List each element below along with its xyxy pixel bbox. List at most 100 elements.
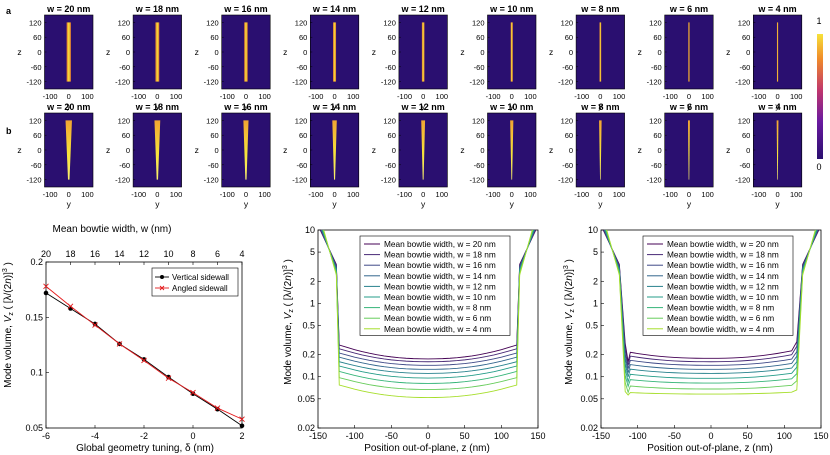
profile-line	[606, 229, 816, 396]
x-tick-label: 100	[613, 190, 626, 199]
y-tick-label: 60	[653, 33, 661, 42]
x-tick-label: 0	[67, 92, 71, 101]
data-point	[166, 374, 171, 380]
x-tick-label: 100	[436, 92, 449, 101]
heatmap-title: w = 20 nm	[46, 4, 90, 14]
heatmap-ylabel: z	[460, 47, 464, 57]
legend-label: Mean bowtie width, w = 10 nm	[384, 292, 496, 302]
x-tick-label: 0	[425, 431, 430, 441]
data-point	[214, 405, 221, 411]
panel-e-ylabel: Mode volume, Vz ( [λ/(2n)]3 )	[563, 259, 576, 385]
y-tick-label: 0.05	[297, 394, 315, 404]
y-tick-label: -60	[119, 63, 130, 72]
colorbar-min-label: 0	[816, 162, 821, 172]
field-hotspot	[599, 120, 602, 180]
x-tick-label: 50	[460, 431, 470, 441]
x-tick-label: 0	[510, 190, 514, 199]
legend-label: Mean bowtie width, w = 20 nm	[667, 239, 779, 249]
y-tick-label: -60	[739, 161, 750, 170]
x-tick-label: 100	[258, 190, 271, 199]
y-tick-label: 0.2	[585, 350, 598, 360]
y-tick-label: -120	[115, 78, 130, 87]
y-tick-label: 120	[472, 18, 485, 27]
y-tick-label: 60	[742, 33, 750, 42]
y-tick-label: 0	[303, 146, 307, 155]
x-tick-label: -100	[131, 190, 146, 199]
panel-e-xlabel: Position out-of-plane, z (nm)	[647, 443, 773, 454]
field-hotspot	[776, 22, 779, 82]
y-tick-label: -60	[739, 63, 750, 72]
heatmap-panel: w = 8 nm 120 60 0 -60 -120-100 0 100 y z	[549, 4, 625, 111]
profile-line	[321, 229, 535, 370]
profile-line	[603, 229, 819, 366]
y-tick-label: 0.1	[30, 368, 43, 378]
y-tick-label: 0	[37, 146, 41, 155]
x-tick-label: -100	[308, 190, 323, 199]
y-tick-label: -60	[562, 63, 573, 72]
legend-label: Mean bowtie width, w = 18 nm	[667, 250, 779, 260]
heatmap-title: w = 12 nm	[401, 4, 445, 14]
x-tick-label: 0	[190, 431, 195, 441]
x-tick-label: 100	[258, 92, 271, 101]
heatmap-title: w = 16 nm	[223, 4, 267, 14]
field-hotspot	[421, 22, 425, 82]
y-tick-label: 120	[738, 116, 751, 125]
heatmap-ylabel: z	[283, 47, 287, 57]
y-tick-label: 60	[742, 131, 750, 140]
heatmap-xlabel: y	[155, 101, 160, 111]
panel-e-chart: Position out-of-plane, z (nm) Mode volum…	[563, 225, 829, 454]
x-tick-label: -100	[131, 92, 146, 101]
y-tick-label: 0	[480, 146, 484, 155]
y-tick-label: -120	[292, 78, 307, 87]
data-point	[141, 357, 147, 362]
heatmap-title: w = 16 nm	[223, 102, 267, 112]
y-tick-label: 1	[593, 298, 598, 308]
heatmap-title: w = 14 nm	[312, 102, 356, 112]
x-tick-label: 100	[436, 190, 449, 199]
x-tick-label: 100	[81, 190, 94, 199]
x-tick-label: -100	[220, 190, 235, 199]
y-tick-label: 60	[653, 131, 661, 140]
heatmap-title: w = 4 nm	[757, 102, 796, 112]
profile-line	[319, 229, 537, 360]
heatmap-xlabel: y	[67, 101, 72, 111]
profile-line	[321, 229, 535, 379]
heatmap-panel: w = 6 nm 120 60 0 -60 -120-100 0 100 y z	[638, 4, 714, 111]
heatmap-xlabel: y	[244, 101, 249, 111]
y-tick-label: 0.2	[30, 257, 43, 267]
x-tick-label: -150	[309, 431, 327, 441]
x-tick-label: -150	[592, 431, 610, 441]
y-tick-label: 120	[383, 116, 396, 125]
x-tick-label: 150	[813, 431, 828, 441]
y-tick-label: 0.5	[302, 320, 315, 330]
y-tick-label: -60	[562, 161, 573, 170]
heatmap-xlabel: y	[598, 199, 603, 209]
legend-label: Vertical sidewall	[172, 273, 229, 282]
x-tick-label: -2	[140, 431, 148, 441]
y-tick-label: -60	[208, 63, 219, 72]
y-tick-label: -120	[469, 78, 484, 87]
y-tick-label: 0.05	[25, 423, 43, 433]
y-tick-label: 0	[392, 146, 396, 155]
profile-line	[603, 229, 819, 369]
x-tick-label: 100	[81, 92, 94, 101]
legend-label: Mean bowtie width, w = 10 nm	[667, 292, 779, 302]
profile-line	[605, 229, 817, 388]
y-tick-label: -120	[115, 176, 130, 185]
data-point	[165, 375, 172, 382]
y-tick-label: -60	[119, 161, 130, 170]
y-tick-label: 0	[37, 48, 41, 57]
field-hotspot	[688, 22, 690, 82]
y-tick-label: -120	[26, 176, 41, 185]
x-tick-label: 100	[170, 92, 183, 101]
y-tick-label: 60	[122, 131, 130, 140]
profile-line	[320, 229, 536, 363]
data-point	[239, 416, 245, 422]
y-tick-label: 60	[33, 131, 41, 140]
colorbar-gradient	[817, 34, 823, 159]
field-hotspot	[65, 120, 72, 180]
heatmap-panel: w = 12 nm 120 60 0 -60 -120-100 0 100 y z	[372, 102, 448, 209]
heatmap-xlabel: y	[775, 101, 780, 111]
